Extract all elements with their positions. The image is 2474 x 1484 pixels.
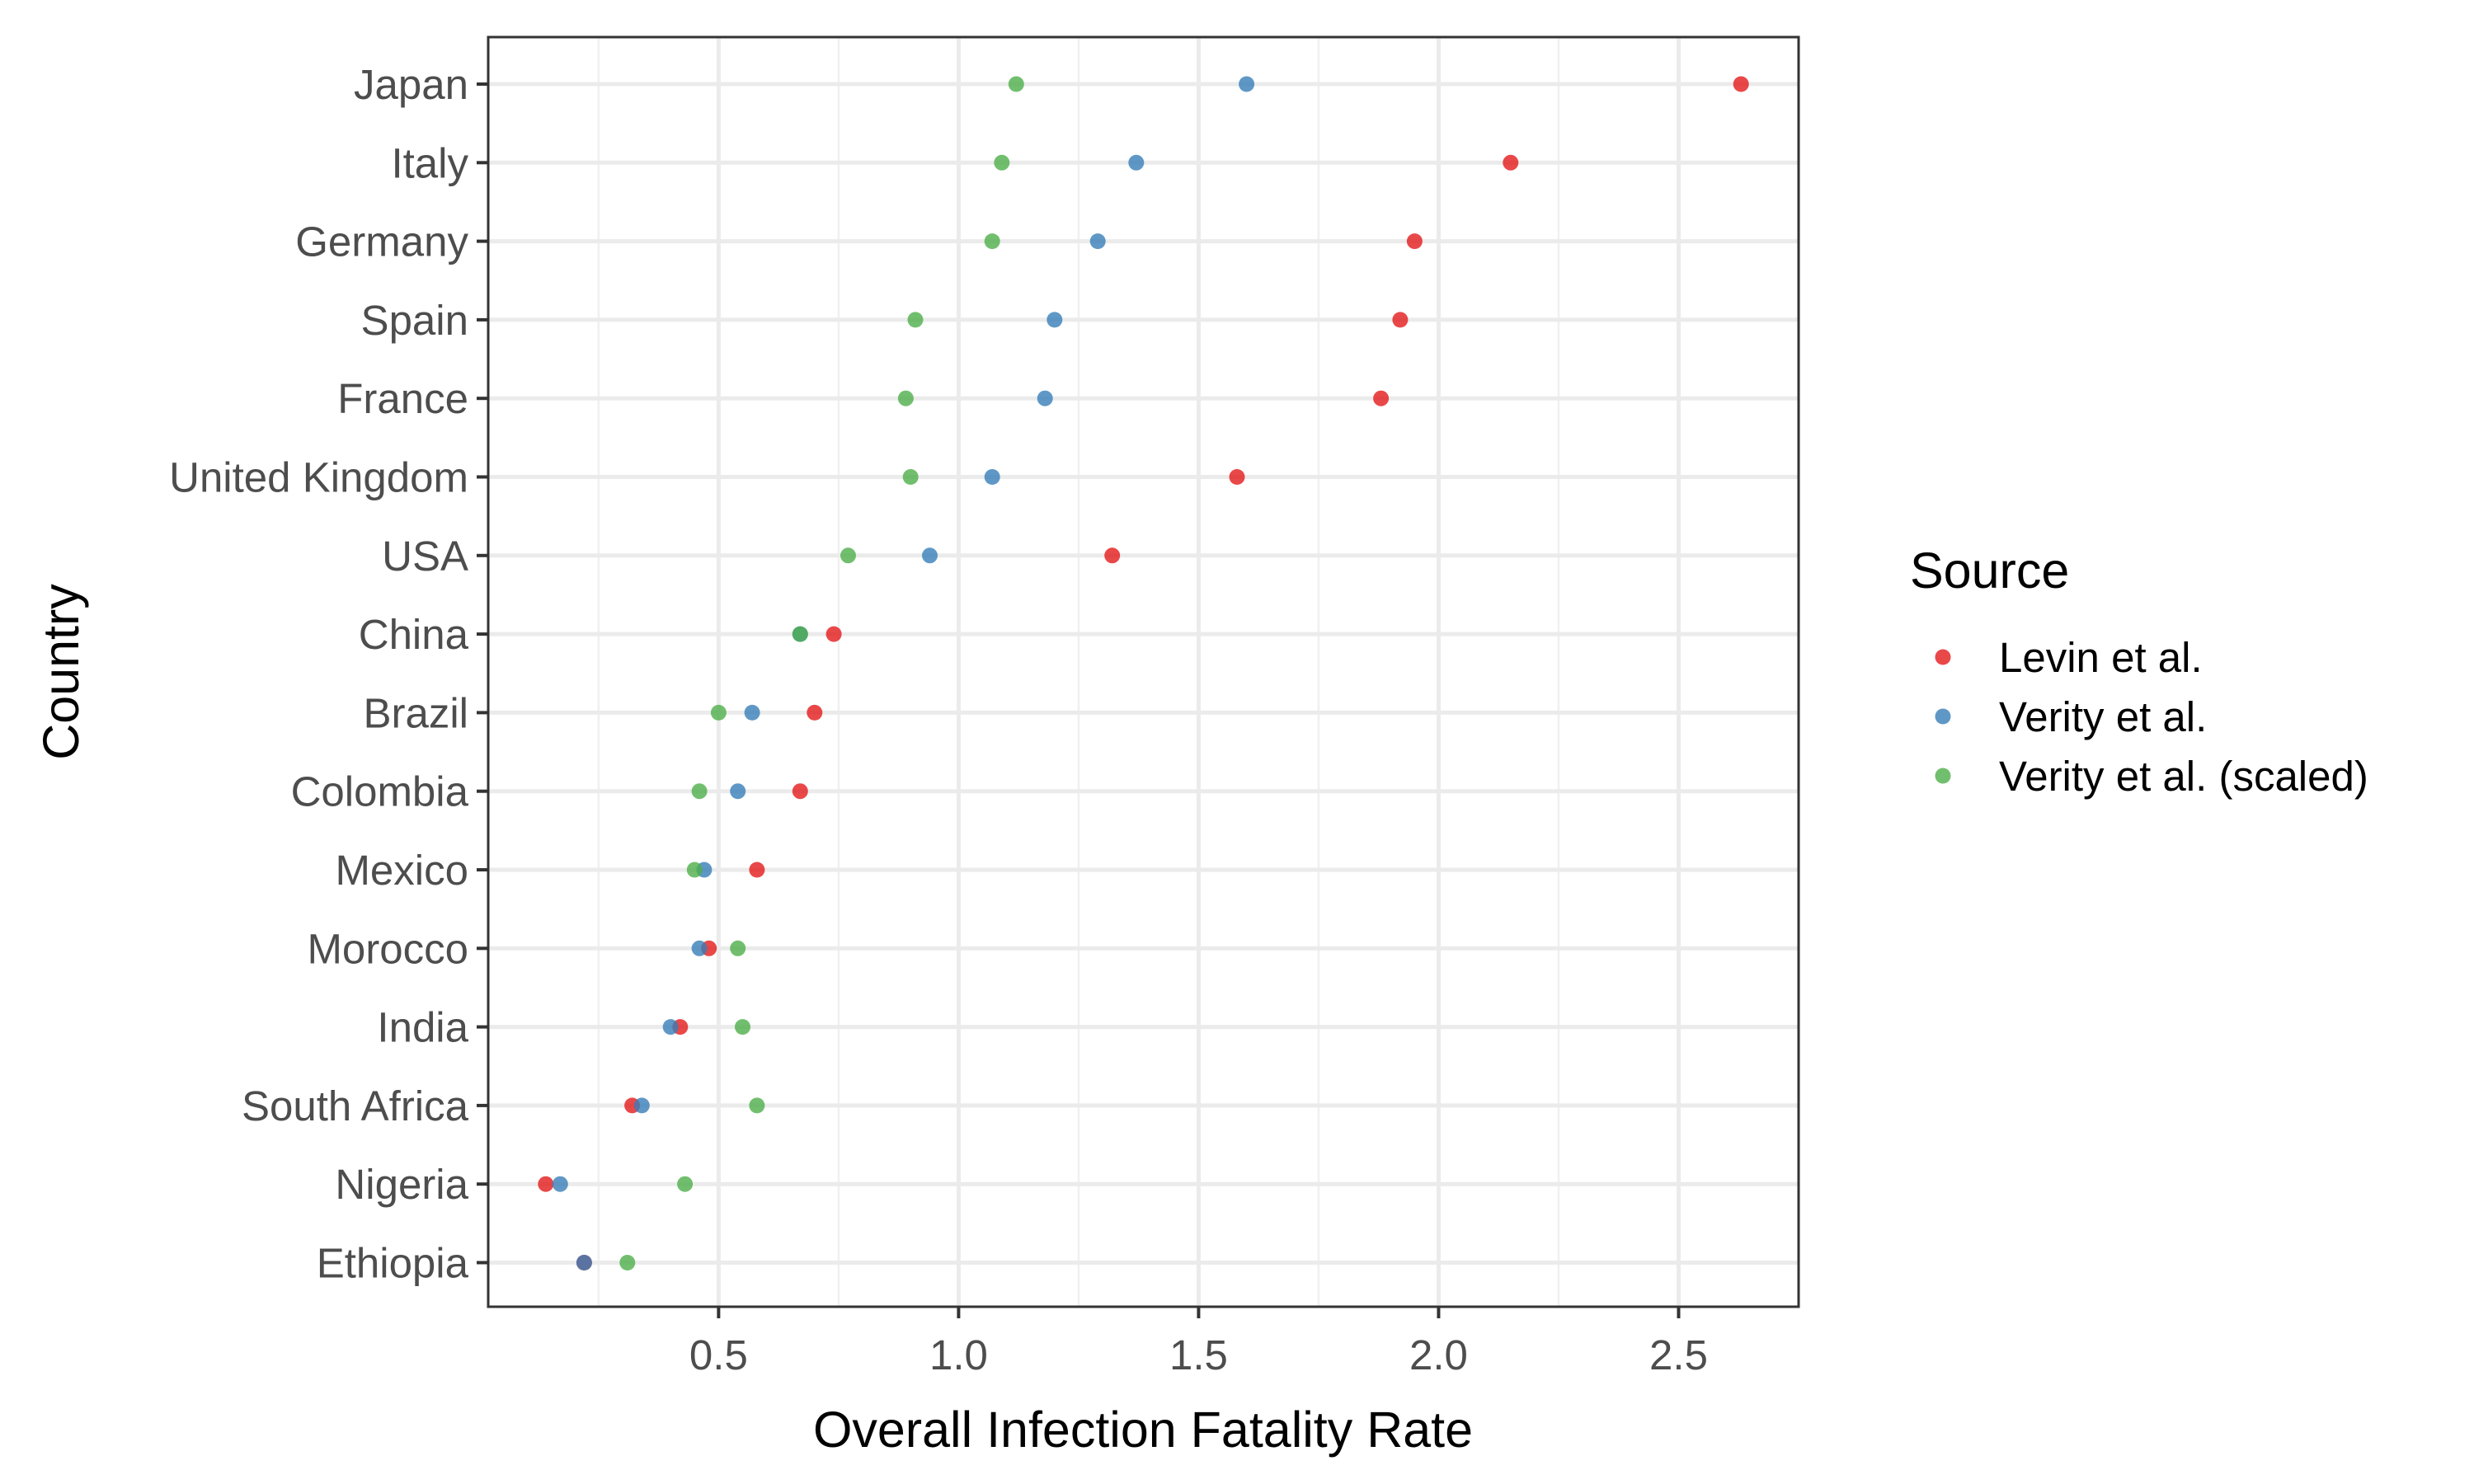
data-point [686,862,703,878]
data-point [825,626,842,642]
x-axis-title: Overall Infection Fatality Rate [813,1402,1473,1458]
data-point [792,626,808,642]
data-point [984,233,1000,250]
y-tick-label: Japan [354,61,468,108]
legend-key [1935,768,1951,784]
y-tick-label: United Kingdom [169,454,468,501]
y-tick-label: Morocco [307,925,468,972]
data-point [994,154,1010,171]
legend-key [1935,649,1951,665]
x-tick-label: 2.5 [1649,1331,1708,1378]
x-axis: 0.5 1.0 1.5 2.0 2.5 [689,1307,1708,1378]
data-point [633,1097,650,1114]
legend-label: Verity et al. [1999,693,2207,740]
legend-key [1935,708,1951,725]
data-point [907,312,924,328]
x-tick-label: 2.0 [1409,1331,1468,1378]
data-point [1406,233,1423,250]
y-tick-label: Mexico [335,847,468,894]
y-tick-label: Ethiopia [317,1240,469,1287]
y-axis: Japan Italy Germany Spain France United Kingd… [169,61,488,1287]
y-tick-label: USA [382,533,468,580]
data-point [691,783,708,800]
y-tick-label: Germany [295,218,468,265]
data-point [710,704,727,721]
y-tick-label: France [337,375,468,422]
legend-label: Levin et al. [1999,634,2203,681]
data-point [1392,312,1409,328]
legend: Source Levin et al. Verity et al. Verity e… [1910,542,2368,800]
data-point [552,1176,568,1192]
minor-gridlines [597,37,1560,1307]
data-point [730,940,746,956]
data-point [1128,154,1145,171]
data-point [1037,390,1053,406]
data-point [619,1255,636,1270]
y-tick-label: Colombia [291,768,469,815]
data-point [677,1176,694,1192]
data-point [1503,154,1519,171]
x-tick-label: 1.0 [929,1331,988,1378]
data-point [840,547,856,564]
data-point [897,390,914,406]
data-point [749,862,765,878]
x-tick-label: 0.5 [689,1331,748,1378]
data-point [1239,76,1255,92]
data-points [538,76,1749,1270]
data-point [730,783,746,800]
data-point [922,547,938,564]
data-point [1104,547,1121,564]
data-point [1089,233,1106,250]
plot-panel-border [487,35,1800,1308]
data-point [662,1019,679,1036]
data-point [984,469,1000,485]
plot-panel [488,37,1799,1307]
data-point [576,1255,592,1270]
major-gridlines [488,37,1799,1307]
data-point [538,1176,554,1192]
data-point [1008,76,1024,92]
y-tick-label: China [359,611,469,658]
data-point [807,704,823,721]
y-tick-label: Nigeria [335,1161,468,1208]
y-tick-label: India [377,1004,468,1051]
y-tick-label: Italy [391,139,468,186]
legend-title: Source [1910,542,2069,599]
y-axis-title: Country [33,584,89,760]
data-point [744,704,760,721]
data-point [735,1019,750,1036]
data-point [1229,469,1245,485]
data-point [1373,390,1390,406]
legend-label: Verity et al. (scaled) [1999,753,2368,800]
data-point [902,469,919,485]
y-tick-label: Brazil [363,689,468,736]
y-tick-label: Spain [361,297,468,344]
y-tick-label: South Africa [242,1082,469,1129]
data-point [792,783,808,800]
data-point [1047,312,1063,328]
data-point [749,1097,765,1114]
x-tick-label: 1.5 [1169,1331,1228,1378]
data-point [1733,76,1749,92]
data-point [691,940,708,956]
